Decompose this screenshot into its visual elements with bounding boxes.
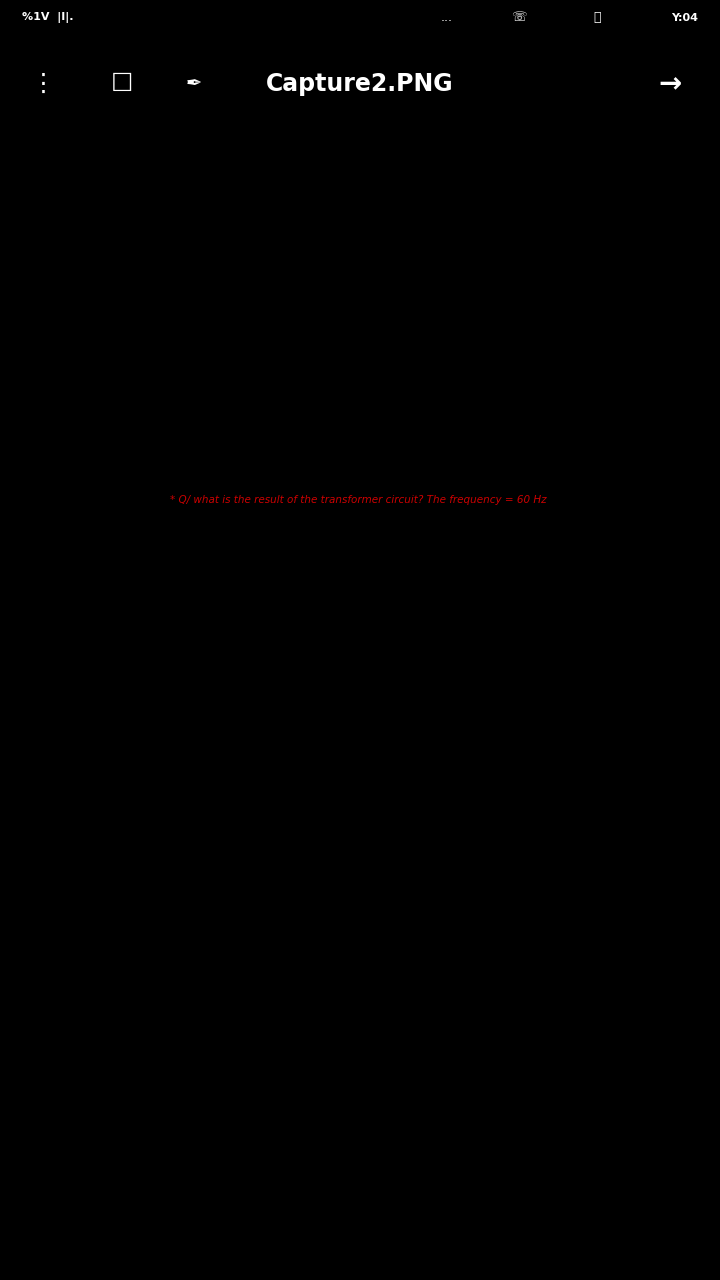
Text: %1V  |I|.: %1V |I|.: [22, 13, 73, 23]
Text: ✒: ✒: [186, 74, 202, 93]
Text: Y:04: Y:04: [671, 13, 698, 23]
Text: ⋮: ⋮: [31, 72, 55, 96]
Text: ☐: ☐: [111, 72, 134, 96]
Text: ...: ...: [441, 12, 452, 24]
Text: 120 V
10 KW
10 Mvar
10 var: 120 V 10 KW 10 Mvar 10 var: [543, 563, 580, 603]
Text: Linear Transformer1: Linear Transformer1: [180, 765, 278, 776]
Text: 120 V
10KW
10 Kvar: 120 V 10KW 10 Kvar: [544, 695, 580, 726]
Text: ☏: ☏: [510, 12, 526, 24]
Text: * Q/ what is the result of the transformer circuit? The frequency = 60 Hz: * Q/ what is the result of the transform…: [170, 495, 546, 506]
Text: Capture2.PNG: Capture2.PNG: [266, 72, 454, 96]
Text: 500 v: 500 v: [32, 668, 59, 678]
Text: 150 v
20 MW
25 Kvar: 150 v 20 MW 25 Kvar: [390, 657, 427, 690]
Text: →: →: [658, 70, 681, 97]
Text: ⎙: ⎙: [594, 12, 601, 24]
